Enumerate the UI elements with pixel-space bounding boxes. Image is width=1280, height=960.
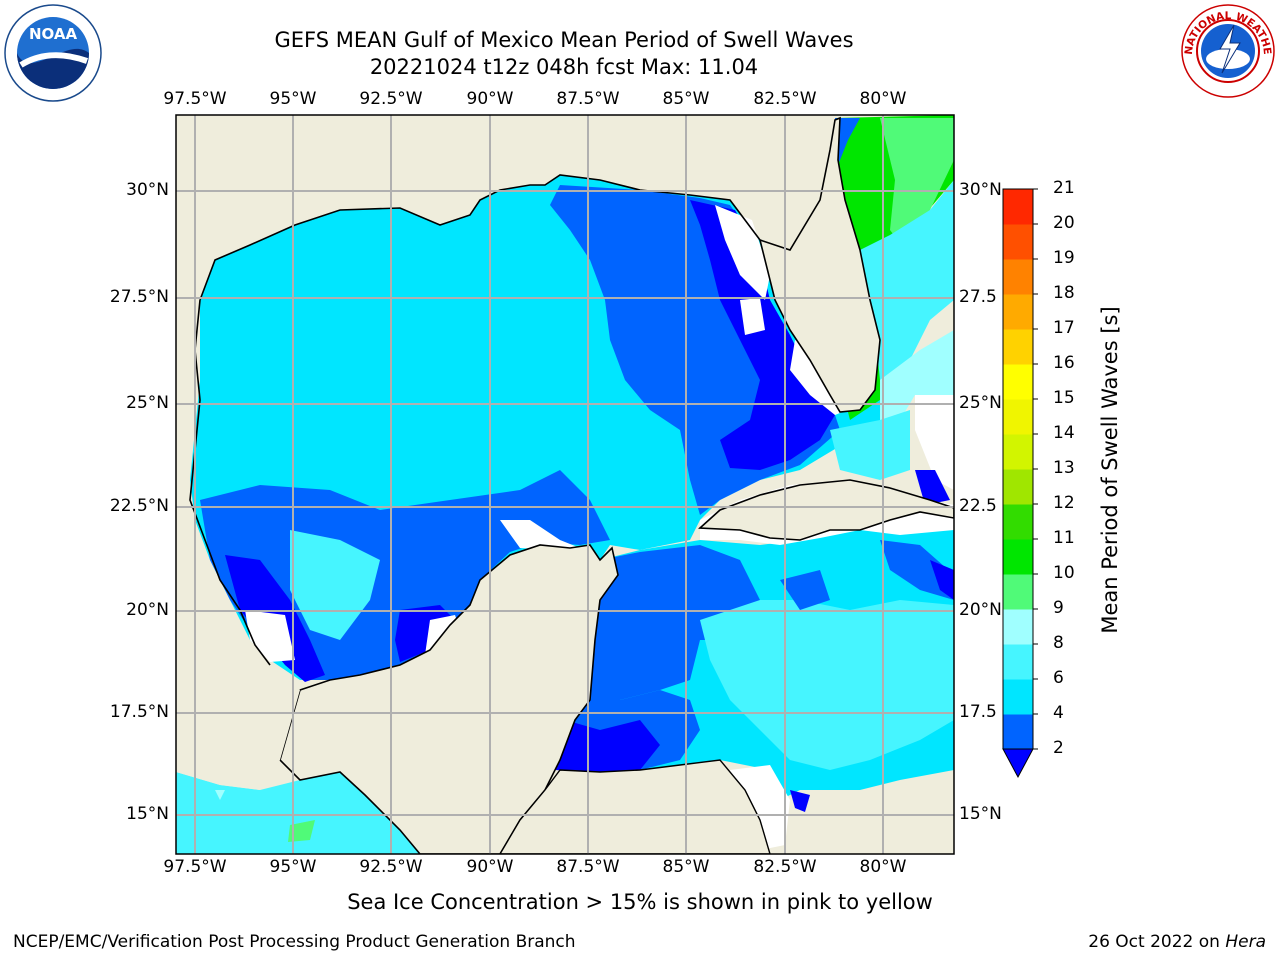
lat-tick-right: 17.5 [959,702,997,722]
lat-tick-right: 20°N [959,600,1002,620]
colorbar-bin [1003,434,1033,470]
colorbar-tick-label: 4 [1053,703,1064,723]
lat-tick-left: 22.5°N [109,496,169,516]
lon-tick-top: 92.5°W [359,89,423,109]
colorbar-bin [1003,294,1033,330]
lat-tick-right: 27.5 [959,287,997,307]
map-gridlines [176,115,954,854]
map-title: GEFS MEAN Gulf of Mexico Mean Period of … [274,28,854,52]
colorbar-tick-label: 2 [1053,738,1064,758]
datestamp: 26 Oct 2022 on Hera [1088,932,1266,952]
lon-tick-bottom: 95°W [269,857,317,877]
nws-logo: NATIONAL WEATHER SERVICE [1180,3,1275,98]
lon-tick-bottom: 80°W [859,857,907,877]
colorbar-bin [1003,504,1033,540]
colorbar-tick-label: 8 [1053,633,1064,653]
florida-land [758,116,881,413]
colorbar-tick-label: 13 [1053,458,1075,478]
lon-tick-top: 85°W [662,89,710,109]
colorbar-tick-label: 17 [1053,318,1075,338]
lon-tick-top: 97.5°W [163,89,227,109]
colorbar-bin [1003,329,1033,365]
colorbar-tick-label: 19 [1053,248,1075,268]
colorbar-bin [1003,399,1033,435]
caribbean-deep [590,545,760,720]
colorbar-bin [1003,609,1033,645]
credit-line: NCEP/EMC/Verification Post Processing Pr… [13,932,576,952]
map-frame [175,114,955,855]
colorbar-tick-label: 21 [1053,178,1075,198]
colorbar-bin [1003,574,1033,610]
datestamp-machine: Hera [1225,932,1266,952]
gulf-southern-mid [290,530,380,640]
lon-tick-top: 90°W [466,89,514,109]
colorbar-tick-label: 6 [1053,668,1064,688]
lon-tick-top: 87.5°W [556,89,620,109]
colorbar [1002,188,1038,779]
colorbar-bin [1003,714,1033,750]
lat-tick-right: 25°N [959,393,1002,413]
lon-tick-bottom: 92.5°W [359,857,423,877]
lon-tick-top: 80°W [859,89,907,109]
lat-tick-right: 22.5 [959,496,997,516]
lon-tick-bottom: 85°W [662,857,710,877]
lon-tick-bottom: 87.5°W [556,857,620,877]
lat-tick-left: 25°N [126,393,169,413]
datestamp-date: 26 Oct 2022 on [1088,932,1226,952]
pacific-water [176,772,420,854]
colorbar-label: Mean Period of Swell Waves [s] [1098,306,1122,634]
lon-tick-bottom: 97.5°W [163,857,227,877]
colorbar-tick-label: 18 [1053,283,1075,303]
noaa-logo: NOAA [4,4,102,102]
colorbar-bin [1003,189,1033,225]
colorbar-bin [1003,364,1033,400]
colorbar-bin [1003,679,1033,715]
lat-tick-right: 15°N [959,804,1002,824]
svg-text:NOAA: NOAA [29,25,78,43]
map-subtitle: 20221024 t12z 048h fcst Max: 11.04 [369,55,759,79]
lat-tick-left: 30°N [126,180,169,200]
lon-tick-bottom: 82.5°W [753,857,817,877]
colorbar-bin [1003,539,1033,575]
lat-tick-right: 30°N [959,180,1002,200]
colorbar-tick-label: 12 [1053,493,1075,513]
sea-ice-caption: Sea Ice Concentration > 15% is shown in … [347,890,933,914]
colorbar-bin [1003,469,1033,505]
colorbar-bin [1003,224,1033,260]
cuba-land [698,479,954,541]
colorbar-tick-label: 15 [1053,388,1075,408]
lon-tick-top: 82.5°W [753,89,817,109]
gulf-eastern-core [690,200,835,470]
lat-tick-left: 20°N [126,600,169,620]
lat-tick-left: 17.5°N [109,702,169,722]
colorbar-tick-label: 10 [1053,563,1075,583]
lon-tick-bottom: 90°W [466,857,514,877]
colorbar-tick-label: 9 [1053,598,1064,618]
lat-tick-left: 27.5°N [109,287,169,307]
colorbar-bin [1003,259,1033,295]
lat-tick-left: 15°N [126,804,169,824]
colorbar-tick-label: 20 [1053,213,1075,233]
colorbar-tick-label: 11 [1053,528,1075,548]
colorbar-bin [1003,644,1033,680]
colorbar-tick-label: 16 [1053,353,1075,373]
colorbar-tick-label: 14 [1053,423,1075,443]
lon-tick-top: 95°W [269,89,317,109]
colorbar-extend-triangle [1002,748,1034,779]
